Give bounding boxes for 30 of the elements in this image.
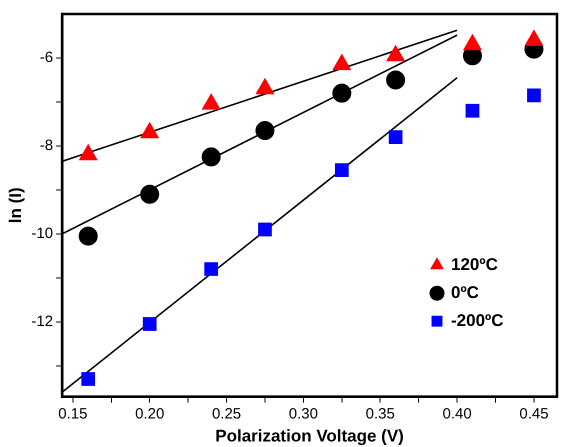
y-tick-label: -12 <box>31 312 54 330</box>
text: 0.40 <box>442 406 472 423</box>
point <box>388 130 402 144</box>
x-axis-title: Polarization Voltage (V) <box>215 426 404 446</box>
point <box>258 222 272 236</box>
point <box>204 262 218 276</box>
point <box>386 70 406 90</box>
point <box>202 147 221 166</box>
legend-label: 120ºC <box>451 254 498 274</box>
point <box>332 84 352 103</box>
x-tick-label: 0.45 <box>519 406 549 423</box>
point <box>81 372 96 386</box>
legend-label: 0ºC <box>451 282 479 302</box>
y-tick-label: -8 <box>40 137 54 154</box>
text: 0.30 <box>288 406 318 423</box>
point <box>527 88 541 102</box>
y-tick-label: -10 <box>31 225 54 242</box>
point <box>466 104 480 118</box>
point <box>142 317 157 331</box>
x-tick-label: 0.15 <box>58 406 88 423</box>
point <box>334 163 349 177</box>
x-tick-label: 0.35 <box>366 406 395 423</box>
y-axis-title: ln (I) <box>6 187 25 224</box>
x-tick-label: 0.25 <box>212 406 242 423</box>
y-tick-label: -6 <box>40 49 54 66</box>
point <box>78 226 98 246</box>
legend-label: -200ºC <box>451 310 504 330</box>
point <box>140 184 160 204</box>
text: 0.20 <box>135 406 164 423</box>
point <box>255 121 274 140</box>
